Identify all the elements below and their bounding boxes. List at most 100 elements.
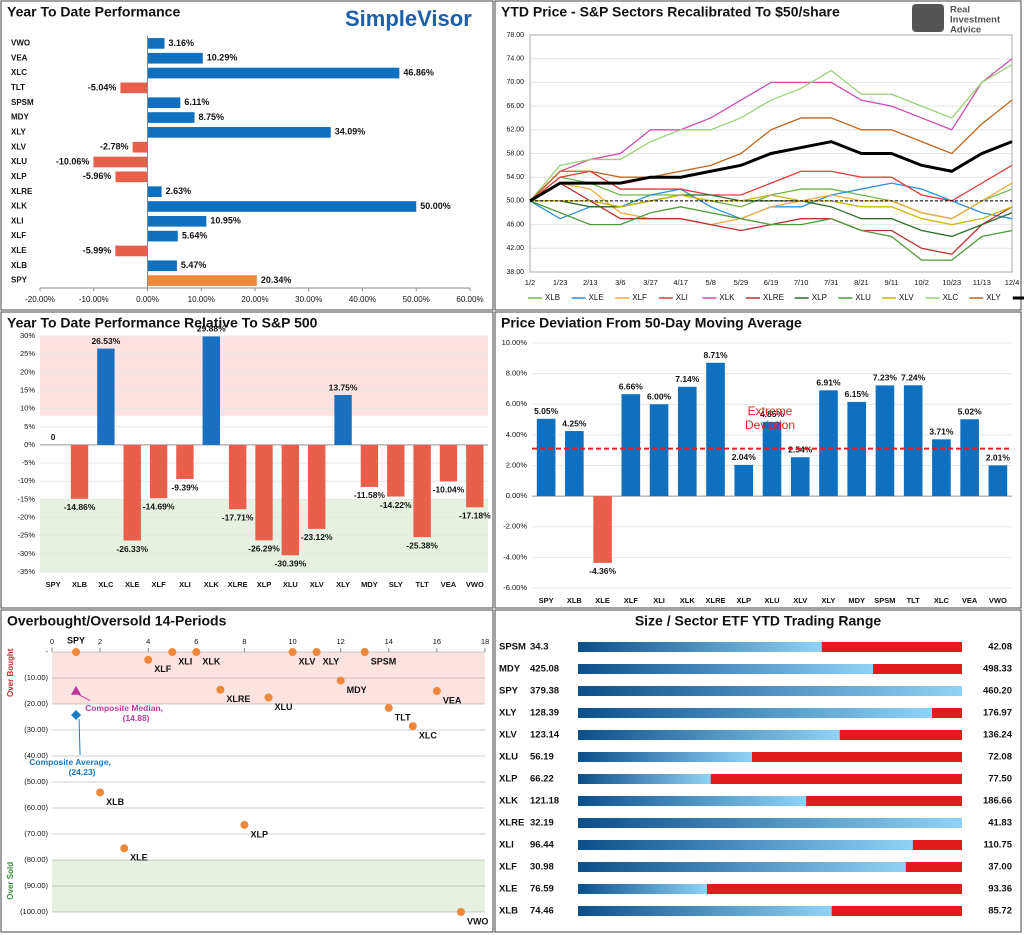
bar [706,362,725,497]
bar [147,201,417,212]
x-tick-label: 5/8 [706,278,716,287]
value-label: 10.95% [210,216,241,226]
value-label: 7.14% [675,374,700,384]
point-label: XLP [250,829,268,839]
point [312,648,321,656]
category-label: SPSM [499,642,526,653]
point [456,908,465,916]
callout [78,718,81,756]
y-tick-label: 10.00% [502,338,528,347]
y-tick-label: 25% [20,349,35,358]
x-tick-label: XLK [204,580,220,589]
x-tick-label: XLB [567,596,583,605]
high-label: 41.83 [988,818,1012,829]
x-tick-label: 20.00% [241,295,268,304]
point [264,693,273,702]
x-tick-label: XLU [283,580,298,589]
x-tick-label: XLI [653,596,665,605]
current-bar [578,906,832,916]
y-tick-label: 54.00 [506,174,524,181]
x-tick-label: 6/19 [764,278,779,287]
value-label: -14.86% [64,502,96,512]
high-label: 176.97 [983,708,1012,719]
x-tick-label: 8/21 [854,278,869,287]
x-tick-label: XLP [736,596,751,605]
series-line [529,200,1013,261]
x-tick-label: 0 [50,637,54,646]
value-label: -9.39% [171,482,198,492]
high-label: 136.24 [983,730,1013,741]
bar [621,394,641,497]
value-label: 3.71% [929,427,954,437]
y-tick-label: -25% [17,531,35,540]
category-label: XLP [11,172,27,181]
x-tick-label: 0.00% [136,295,159,304]
logo: Investment [950,15,1001,26]
band [40,336,488,416]
category-label: XLY [499,708,517,719]
x-tick-label: 3/6 [615,278,625,287]
bar [202,336,220,445]
panel [494,0,1022,311]
value-label: 5.64% [182,230,208,240]
high-label: 498.33 [983,664,1012,675]
high-label: 460.20 [983,686,1012,697]
value-label: -17.18% [459,511,491,521]
x-tick-label: 40.00% [349,295,376,304]
value-label: 3.16% [168,38,194,48]
x-tick-label: MDY [361,580,378,589]
x-tick-label: XLY [336,580,350,589]
x-tick-label: XLRE [706,596,726,605]
x-tick-label: XLF [624,596,639,605]
value-label: 6.66% [619,381,644,391]
point [216,685,225,694]
bar [387,444,405,497]
bar [593,496,612,563]
category-label: MDY [11,113,29,122]
high-label: 42.08 [988,642,1012,653]
category-label: XLI [11,216,23,225]
point [72,648,81,656]
bar [70,444,89,499]
y-tick-label: 20% [20,367,35,376]
y-tick-label: 5% [24,422,35,431]
legend-label: XLK [719,293,735,302]
y-tick-label: 8.00% [506,369,528,378]
threshold-label: Extreme Deviation [745,404,795,432]
series-line [529,64,1013,202]
category-label: XLE [11,246,27,255]
bar [536,418,556,497]
y-tick-label: -2.00% [503,522,527,531]
bar [147,215,207,227]
value-label: -26.33% [116,544,148,554]
panel [0,0,494,311]
composite-value: (14.88) [123,713,150,723]
point-label: XLY [323,656,340,666]
bar [228,444,247,510]
point-label: XLI [178,656,192,666]
value-label: 10.29% [207,53,238,63]
bar [147,260,177,272]
y-tick-label: 62.00 [506,127,524,134]
point [408,722,417,731]
bar [147,38,165,49]
x-tick-label: VEA [962,596,978,605]
value-label: 5.02% [958,407,983,417]
category-label: XLF [499,862,517,873]
value-label: -30.39% [275,559,307,569]
plot-frame [529,34,1013,273]
y-tick-label: (50.00) [24,777,48,786]
current-bar [578,686,962,696]
category-label: XLV [11,142,27,151]
logo: Real [950,5,970,16]
x-tick-label: SPY [46,580,61,589]
point [336,676,345,685]
current-bar [578,752,752,762]
current-bar [578,862,906,872]
value-label: 7.23% [873,373,898,383]
legend-label: XLY [986,293,1001,302]
x-tick-label: XLU [765,596,780,605]
point-label: SPY [67,635,85,645]
x-tick-label: 16 [433,637,441,646]
category-label: VWO [11,39,30,48]
